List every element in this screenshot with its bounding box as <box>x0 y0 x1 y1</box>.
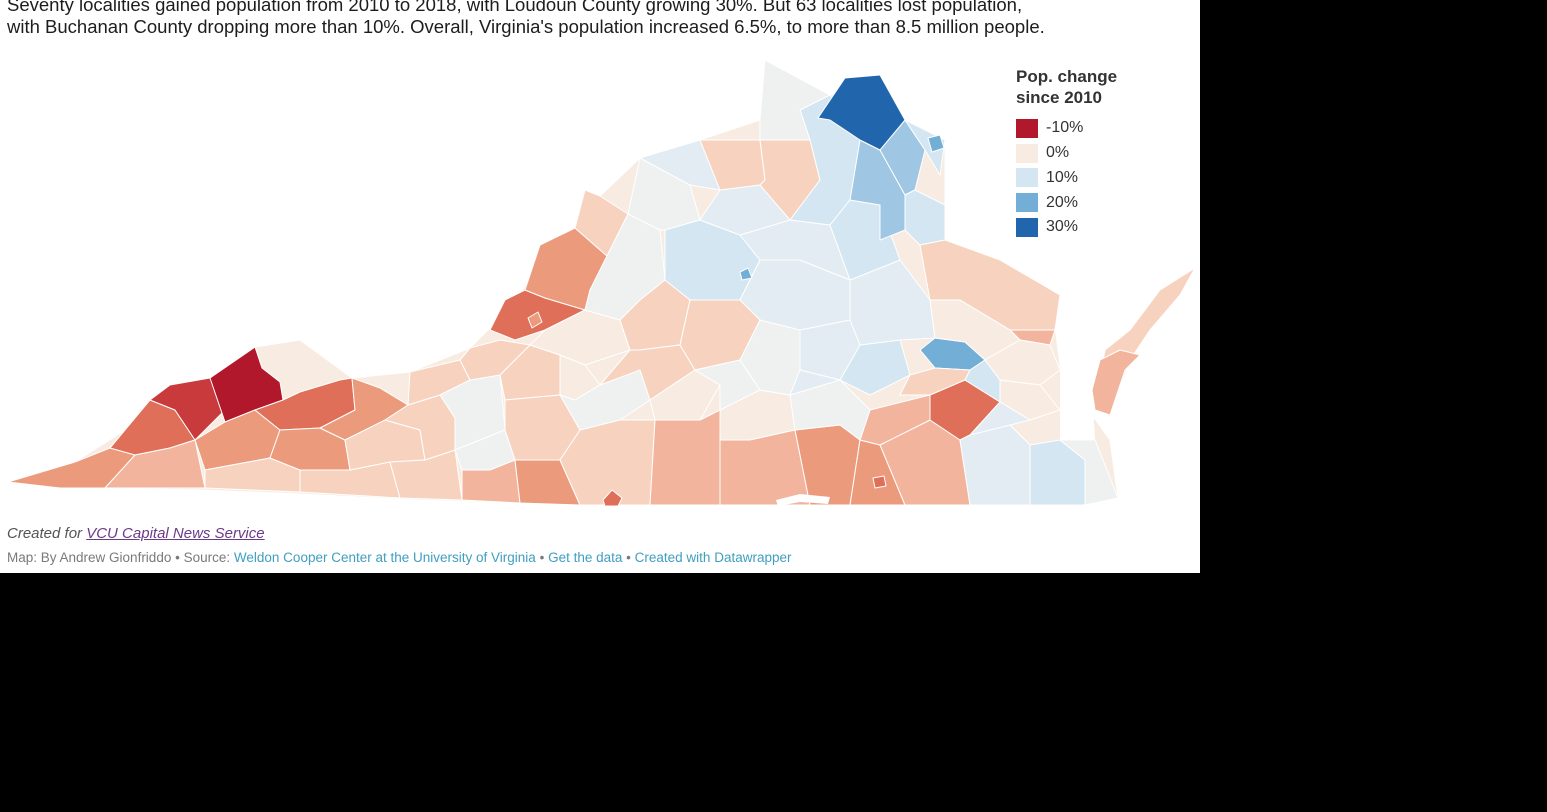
legend-swatch <box>1016 193 1038 213</box>
county-suffolk[interactable] <box>959 424 1031 506</box>
legend-title: Pop. change since 2010 <box>1016 66 1176 108</box>
county-northampton[interactable] <box>1091 349 1141 416</box>
county-carroll[interactable] <box>389 449 463 501</box>
get-data-link[interactable]: Get the data <box>548 550 623 565</box>
footer-separator: • <box>175 550 180 565</box>
legend-label: 0% <box>1046 144 1070 162</box>
legend-swatch <box>1016 118 1038 138</box>
water-chesapeake-bay <box>1055 282 1105 440</box>
map-author: Map: By Andrew Gionfriddo <box>7 550 172 565</box>
county-loudoun[interactable] <box>817 74 906 151</box>
county-halifax[interactable] <box>649 409 721 506</box>
legend-swatch <box>1016 168 1038 188</box>
legend-item: 10% <box>1016 166 1176 191</box>
legend-item: -10% <box>1016 116 1176 141</box>
source-label: Source: <box>183 550 231 565</box>
city-manassas[interactable] <box>927 134 945 153</box>
city-covington[interactable] <box>527 311 543 329</box>
legend-label: 10% <box>1046 168 1079 186</box>
legend-label: 30% <box>1046 218 1079 236</box>
legend-label: -10% <box>1046 119 1084 137</box>
water-lake-gaston <box>776 494 830 506</box>
county-clarke-frederick[interactable] <box>759 59 831 141</box>
county-isle-of-wight[interactable] <box>969 401 1031 436</box>
county-amelia-nottoway[interactable] <box>789 369 841 396</box>
virginia-choropleth-map <box>7 59 1196 507</box>
footer-separator: • <box>539 550 545 565</box>
intro-line-1: Seventy localities gained population fro… <box>7 0 1023 15</box>
source-link[interactable]: Weldon Cooper Center at the University o… <box>233 550 536 565</box>
county-campbell[interactable] <box>649 369 721 421</box>
legend-item: 20% <box>1016 190 1176 215</box>
datawrapper-link[interactable]: Created with Datawrapper <box>634 550 792 565</box>
legend-swatch <box>1016 217 1038 237</box>
county-patrick[interactable] <box>461 459 521 504</box>
city-danville[interactable] <box>602 489 623 507</box>
footer: Map: By Andrew Gionfriddo • Source: Weld… <box>7 550 791 565</box>
county-mecklenburg[interactable] <box>719 429 811 506</box>
legend-swatch <box>1016 143 1038 163</box>
city-charlottesville[interactable] <box>739 267 753 281</box>
footer-separator: • <box>626 550 631 565</box>
legend-title-line-1: Pop. change <box>1016 67 1118 86</box>
intro-line-2: with Buchanan County dropping more than … <box>7 16 1045 37</box>
legend-item: 0% <box>1016 141 1176 166</box>
legend-title-line-2: since 2010 <box>1016 88 1103 107</box>
credit-line: Created for VCU Capital News Service <box>7 525 265 542</box>
county-hanover[interactable] <box>849 259 936 346</box>
legend: Pop. change since 2010 -10% 0% 10% 20% 3… <box>1016 66 1176 240</box>
city-emporia[interactable] <box>872 475 887 489</box>
legend-label: 20% <box>1046 193 1079 211</box>
map-panel: Seventy localities gained population fro… <box>0 0 1200 573</box>
county-scott[interactable] <box>104 439 206 489</box>
county-fairfax[interactable] <box>904 119 946 176</box>
credit-link[interactable]: VCU Capital News Service <box>86 525 265 542</box>
intro-text: Seventy localities gained population fro… <box>7 0 1192 38</box>
legend-item: 30% <box>1016 215 1176 240</box>
county-york-hampton[interactable] <box>999 379 1061 421</box>
credit-prefix: Created for <box>7 525 83 542</box>
